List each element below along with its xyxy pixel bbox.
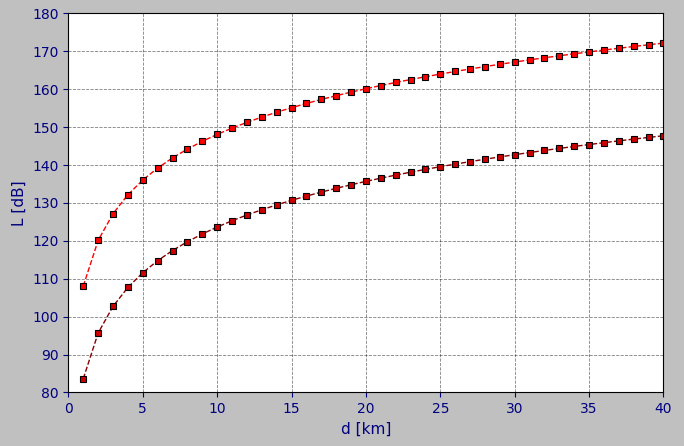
X-axis label: d [km]: d [km] [341, 422, 391, 437]
Y-axis label: L [dB]: L [dB] [12, 180, 27, 226]
